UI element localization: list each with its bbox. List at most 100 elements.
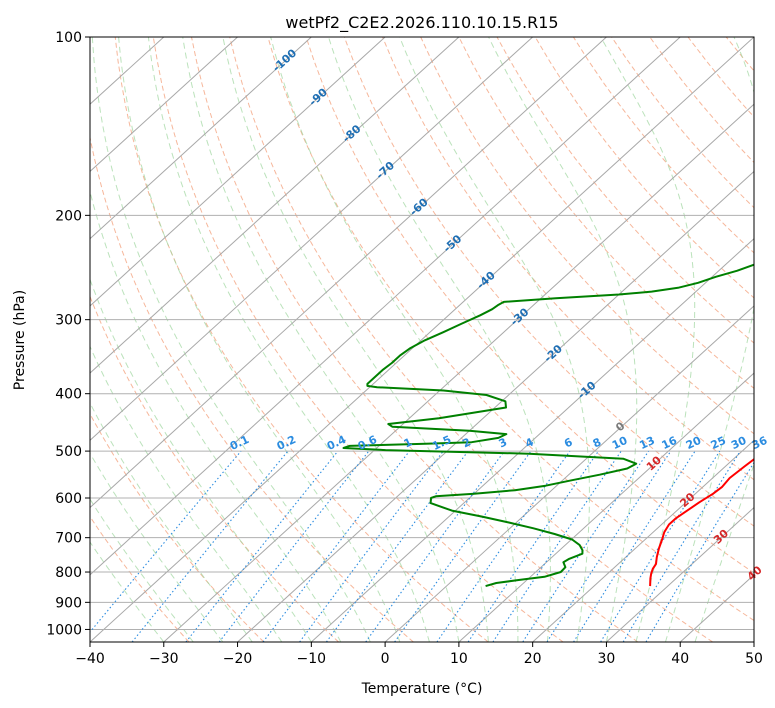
isotherm xyxy=(532,439,754,642)
mixing-ratio-label: 6 xyxy=(562,435,575,450)
x-tick-label: 50 xyxy=(745,651,763,667)
moist-adiabat xyxy=(694,462,754,642)
mixing-ratio-line xyxy=(185,450,339,642)
isotherm xyxy=(90,37,607,509)
x-tick-label: 40 xyxy=(671,651,689,667)
isotherm xyxy=(606,506,754,642)
isotherm xyxy=(90,37,460,374)
isotherm xyxy=(90,37,312,240)
y-tick-label: 300 xyxy=(55,313,82,329)
mixing-ratio-label: 36 xyxy=(750,434,770,452)
dry-adiabat xyxy=(305,37,754,574)
moist-adiabat xyxy=(118,37,401,642)
y-tick-label: 900 xyxy=(55,595,82,611)
y-tick-label: 800 xyxy=(55,565,82,581)
moist-adiabat xyxy=(90,189,342,642)
y-tick-label: 600 xyxy=(55,491,82,507)
mixing-ratio-label: 20 xyxy=(684,434,704,452)
y-tick-label: 400 xyxy=(55,387,82,403)
x-tick-label: −30 xyxy=(149,651,179,667)
mixing-ratio-line xyxy=(90,450,242,633)
dry-adiabat xyxy=(458,37,754,389)
dry-adiabat xyxy=(191,37,639,642)
mixing-ratio-label: 1.5 xyxy=(430,433,453,453)
dry-adiabat xyxy=(420,37,754,435)
dry-adiabat xyxy=(649,37,754,164)
mixing-ratio-label: 0.1 xyxy=(228,433,251,453)
moist-adiabat xyxy=(488,37,638,642)
moist-adiabat xyxy=(91,37,371,642)
profile-series xyxy=(342,263,754,588)
mixing-ratio-label: 10 xyxy=(610,434,630,452)
moist-adiabat xyxy=(90,402,253,642)
mixing-ratio-label: 30 xyxy=(729,434,749,452)
dry-adiabat xyxy=(725,37,754,72)
isotherm xyxy=(384,305,754,642)
mixing-ratio-label: 3 xyxy=(497,435,509,450)
mixing-ratio-line xyxy=(218,450,370,642)
x-tick-label: 0 xyxy=(381,651,390,667)
mixing-ratio-line xyxy=(467,450,599,642)
mixing-ratio-line xyxy=(492,450,622,642)
x-axis-label: Temperature (°C) xyxy=(361,681,483,697)
moist-adiabat xyxy=(399,37,590,642)
dry-adiabat xyxy=(534,37,754,299)
mixing-ratio-label: 16 xyxy=(660,434,680,452)
reference-lines xyxy=(90,37,775,642)
plot-frame xyxy=(89,36,755,643)
dry-adiabat xyxy=(687,37,754,118)
mixing-ratio-label: 0.4 xyxy=(325,433,348,453)
y-tick-label: 100 xyxy=(55,30,82,46)
dewpoint-profile xyxy=(342,263,754,588)
mixing-ratio-line xyxy=(365,450,505,642)
x-tick-label: 30 xyxy=(598,651,616,667)
mixing-ratio-line xyxy=(299,450,444,642)
isotherm xyxy=(753,641,754,642)
isotherm xyxy=(237,170,754,642)
moist-adiabat xyxy=(222,37,489,642)
moist-adiabat xyxy=(270,37,519,642)
moist-adiabat xyxy=(90,498,194,642)
mixing-ratio-line xyxy=(262,450,410,642)
dry-adiabat xyxy=(90,295,339,642)
mixing-ratio-line xyxy=(131,450,289,642)
x-tick-label: −40 xyxy=(75,651,105,667)
mixing-ratio-line xyxy=(325,450,469,642)
moist-adiabat xyxy=(147,37,430,642)
x-tick-label: −20 xyxy=(223,651,253,667)
moist-adiabat xyxy=(90,278,312,642)
dry-adiabat xyxy=(764,37,775,642)
x-tick-label: −10 xyxy=(297,651,327,667)
dry-adiabat xyxy=(90,515,190,642)
dry-adiabat xyxy=(343,37,754,527)
moist-adiabat xyxy=(328,37,551,642)
isotherm xyxy=(90,37,754,642)
axis-ticks: −40 −30 −20 −10 0 10 20 30 40 5010020030040050060… xyxy=(46,30,763,667)
moist-adiabat xyxy=(90,541,165,642)
dry-adiabat xyxy=(267,37,754,622)
y-axis-label: Pressure (hPa) xyxy=(12,290,28,390)
mixing-ratio-line xyxy=(522,450,650,642)
isotherm xyxy=(458,372,754,642)
mixing-ratio-line xyxy=(573,450,696,642)
x-tick-label: 20 xyxy=(524,651,542,667)
x-tick-label: 10 xyxy=(450,651,468,667)
isotherm-label: -100 xyxy=(270,46,299,74)
isotherm xyxy=(310,237,754,642)
isotherm xyxy=(90,37,681,576)
mixing-ratio-line xyxy=(394,450,532,642)
mixing-ratio-label: 13 xyxy=(637,434,656,452)
mixing-ratio-label: 1 xyxy=(402,435,414,450)
moist-adiabat xyxy=(182,37,460,642)
dry-adiabat xyxy=(496,37,754,344)
isotherm xyxy=(90,37,238,173)
moist-adiabat xyxy=(665,37,754,642)
isotherm xyxy=(90,37,386,307)
temperature-profile xyxy=(649,457,754,587)
y-tick-label: 200 xyxy=(55,208,82,224)
mixing-ratio-label: 0.2 xyxy=(275,433,298,453)
isotherm xyxy=(163,103,754,642)
moist-adiabat xyxy=(90,452,224,642)
mixing-ratio-label: 25 xyxy=(709,434,728,452)
